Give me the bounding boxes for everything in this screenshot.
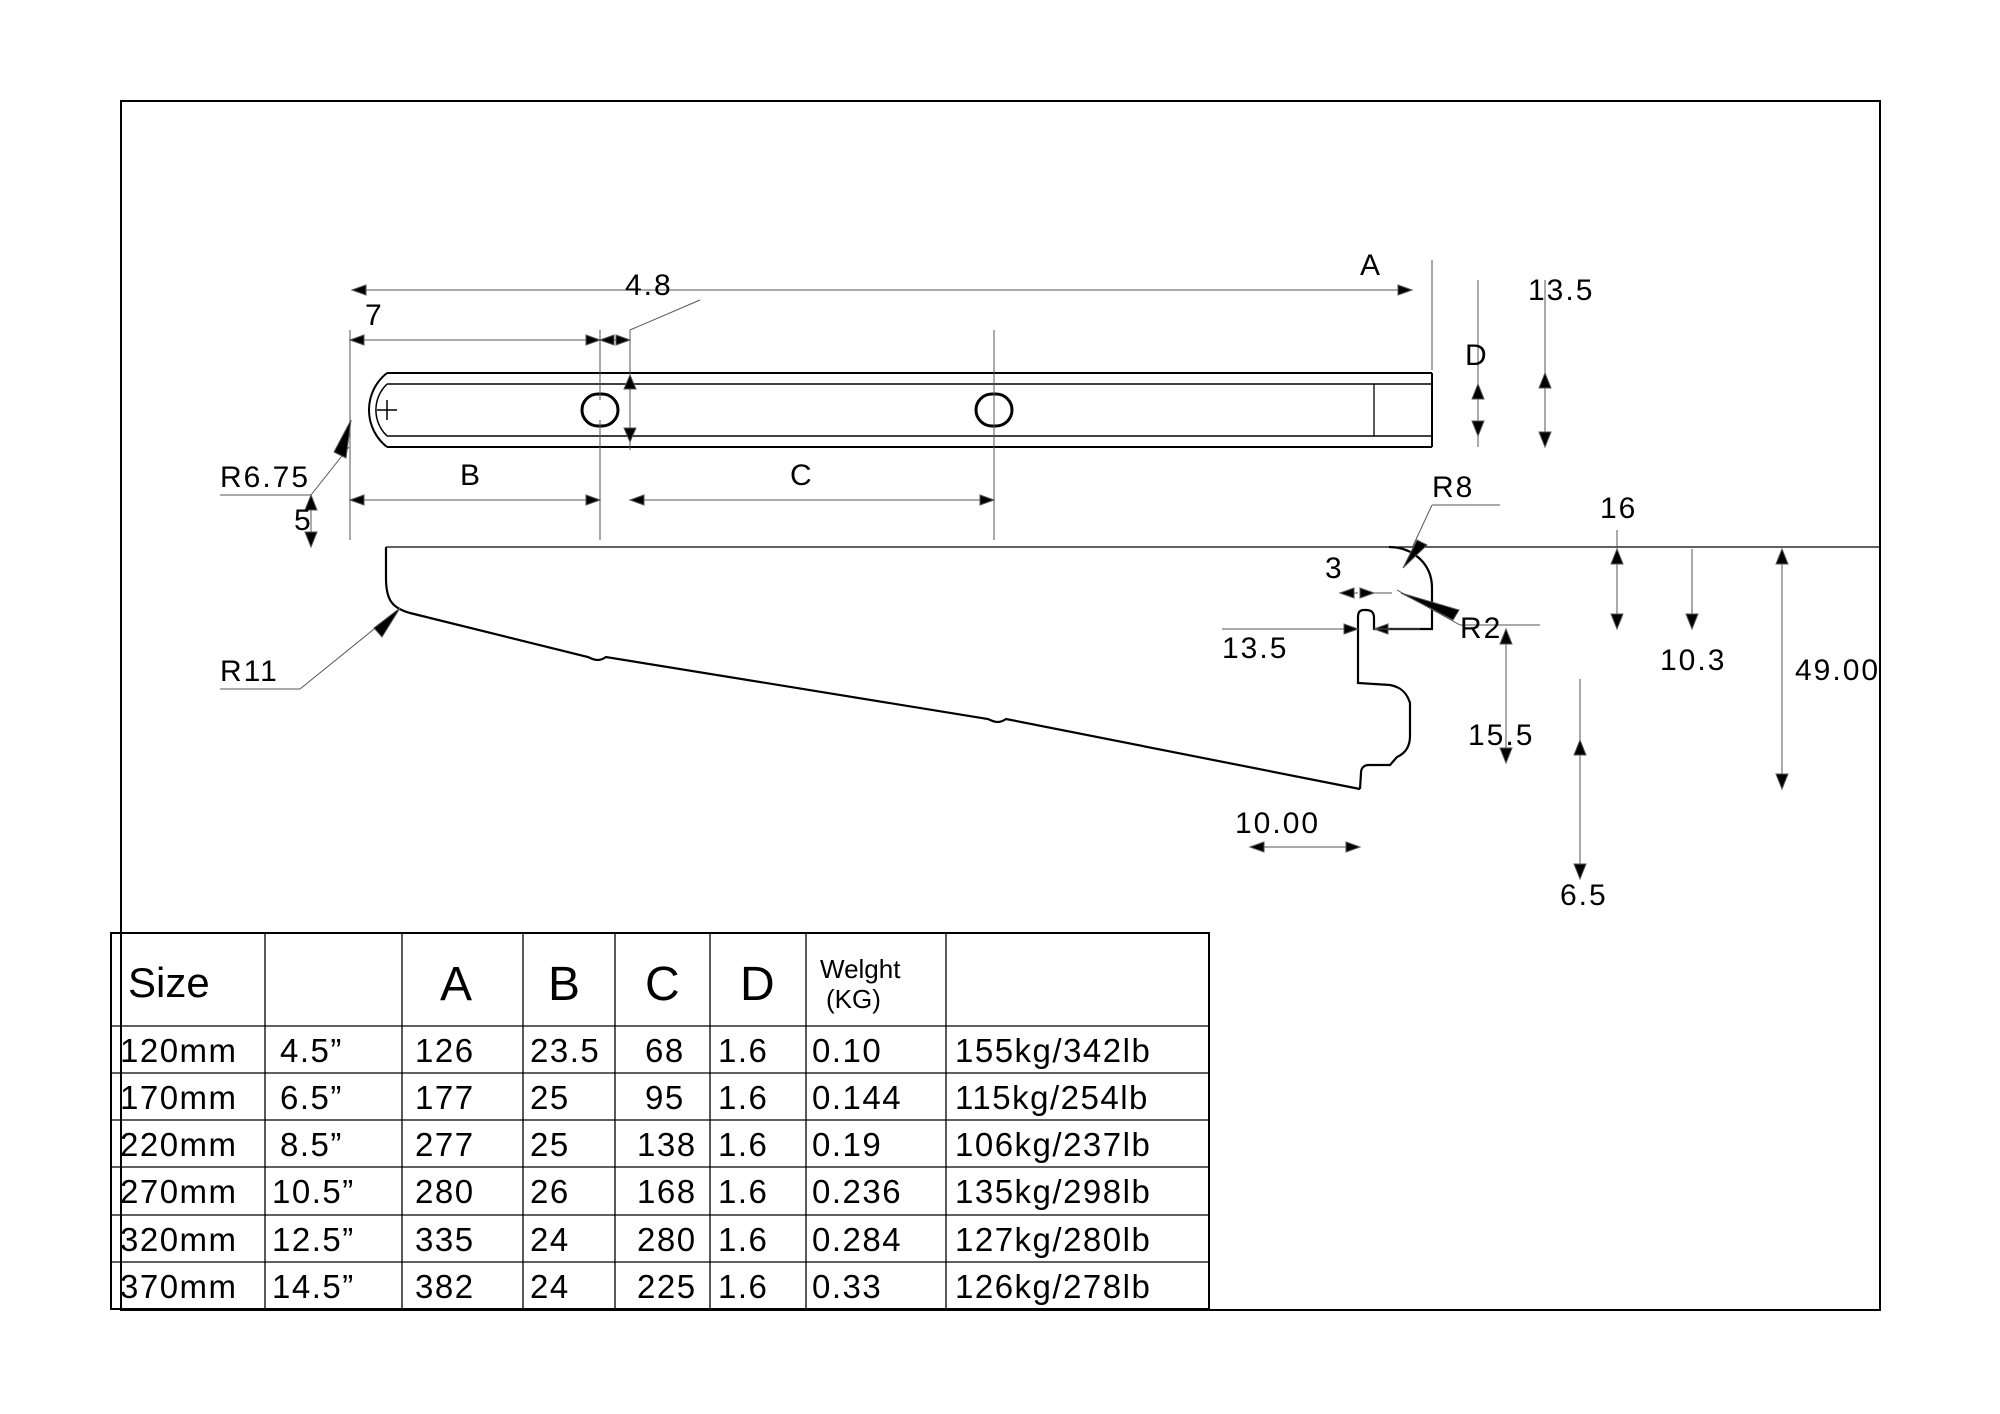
svg-text:127kg/280lb: 127kg/280lb [955, 1221, 1151, 1258]
svg-text:24: 24 [530, 1221, 570, 1258]
svg-text:155kg/342lb: 155kg/342lb [955, 1032, 1151, 1069]
svg-text:280: 280 [637, 1221, 697, 1258]
svg-text:5: 5 [294, 504, 313, 537]
svg-text:16: 16 [1600, 492, 1637, 525]
svg-text:0.144: 0.144 [812, 1079, 902, 1116]
svg-text:49.00: 49.00 [1795, 654, 1880, 687]
svg-text:23.5: 23.5 [530, 1032, 600, 1069]
svg-text:280: 280 [415, 1173, 475, 1210]
svg-text:13.5: 13.5 [1528, 274, 1594, 307]
svg-text:1.6: 1.6 [718, 1032, 768, 1069]
svg-text:R6.75: R6.75 [220, 461, 310, 494]
svg-text:138: 138 [637, 1126, 697, 1163]
svg-text:15.5: 15.5 [1468, 719, 1534, 752]
svg-text:382: 382 [415, 1268, 475, 1305]
svg-text:R8: R8 [1432, 471, 1474, 504]
svg-text:26: 26 [530, 1173, 570, 1210]
svg-text:1.6: 1.6 [718, 1268, 768, 1305]
svg-text:6.5”: 6.5” [280, 1079, 343, 1116]
svg-text:170mm: 170mm [120, 1079, 238, 1116]
svg-text:0.236: 0.236 [812, 1173, 902, 1210]
svg-text:335: 335 [415, 1221, 475, 1258]
svg-text:1.6: 1.6 [718, 1221, 768, 1258]
svg-text:D: D [740, 958, 775, 1011]
svg-text:R2: R2 [1460, 612, 1502, 645]
svg-text:14.5”: 14.5” [272, 1268, 355, 1305]
svg-text:12.5”: 12.5” [272, 1221, 355, 1258]
svg-text:68: 68 [645, 1032, 685, 1069]
svg-text:10.5”: 10.5” [272, 1173, 355, 1210]
svg-text:120mm: 120mm [120, 1032, 238, 1069]
svg-text:8.5”: 8.5” [280, 1126, 343, 1163]
svg-text:220mm: 220mm [120, 1126, 238, 1163]
svg-text:126kg/278lb: 126kg/278lb [955, 1268, 1151, 1305]
svg-text:1.6: 1.6 [718, 1173, 768, 1210]
svg-text:225: 225 [637, 1268, 697, 1305]
svg-text:6.5: 6.5 [1560, 879, 1608, 912]
svg-text:C: C [790, 459, 814, 492]
svg-text:4.5”: 4.5” [280, 1032, 343, 1069]
svg-text:177: 177 [415, 1079, 475, 1116]
svg-text:1.6: 1.6 [718, 1126, 768, 1163]
svg-text:106kg/237lb: 106kg/237lb [955, 1126, 1151, 1163]
svg-text:135kg/298lb: 135kg/298lb [955, 1173, 1151, 1210]
svg-text:0.284: 0.284 [812, 1221, 902, 1258]
svg-text:0.10: 0.10 [812, 1032, 882, 1069]
svg-text:(KG): (KG) [826, 984, 881, 1014]
svg-text:95: 95 [645, 1079, 685, 1116]
svg-text:13.5: 13.5 [1222, 632, 1288, 665]
svg-text:126: 126 [415, 1032, 475, 1069]
svg-text:1.6: 1.6 [718, 1079, 768, 1116]
svg-text:B: B [460, 459, 482, 492]
svg-text:A: A [1360, 249, 1382, 282]
svg-text:7: 7 [365, 299, 384, 332]
svg-text:Welght: Welght [820, 954, 901, 984]
svg-text:0.19: 0.19 [812, 1126, 882, 1163]
svg-text:B: B [548, 958, 580, 1011]
svg-text:370mm: 370mm [120, 1268, 238, 1305]
svg-text:10.00: 10.00 [1235, 807, 1320, 840]
svg-text:R11: R11 [220, 655, 279, 688]
svg-text:270mm: 270mm [120, 1173, 238, 1210]
svg-text:A: A [440, 958, 472, 1011]
svg-text:C: C [645, 958, 680, 1011]
svg-text:4.8: 4.8 [625, 269, 673, 302]
svg-text:168: 168 [637, 1173, 697, 1210]
svg-text:25: 25 [530, 1079, 570, 1116]
svg-text:10.3: 10.3 [1660, 644, 1726, 677]
svg-text:25: 25 [530, 1126, 570, 1163]
svg-text:277: 277 [415, 1126, 475, 1163]
svg-text:3: 3 [1325, 552, 1344, 585]
svg-text:115kg/254lb: 115kg/254lb [955, 1079, 1149, 1116]
svg-text:24: 24 [530, 1268, 570, 1305]
svg-text:0.33: 0.33 [812, 1268, 882, 1305]
svg-text:D: D [1465, 339, 1489, 372]
svg-text:320mm: 320mm [120, 1221, 238, 1258]
svg-text:Size: Size [128, 959, 210, 1006]
